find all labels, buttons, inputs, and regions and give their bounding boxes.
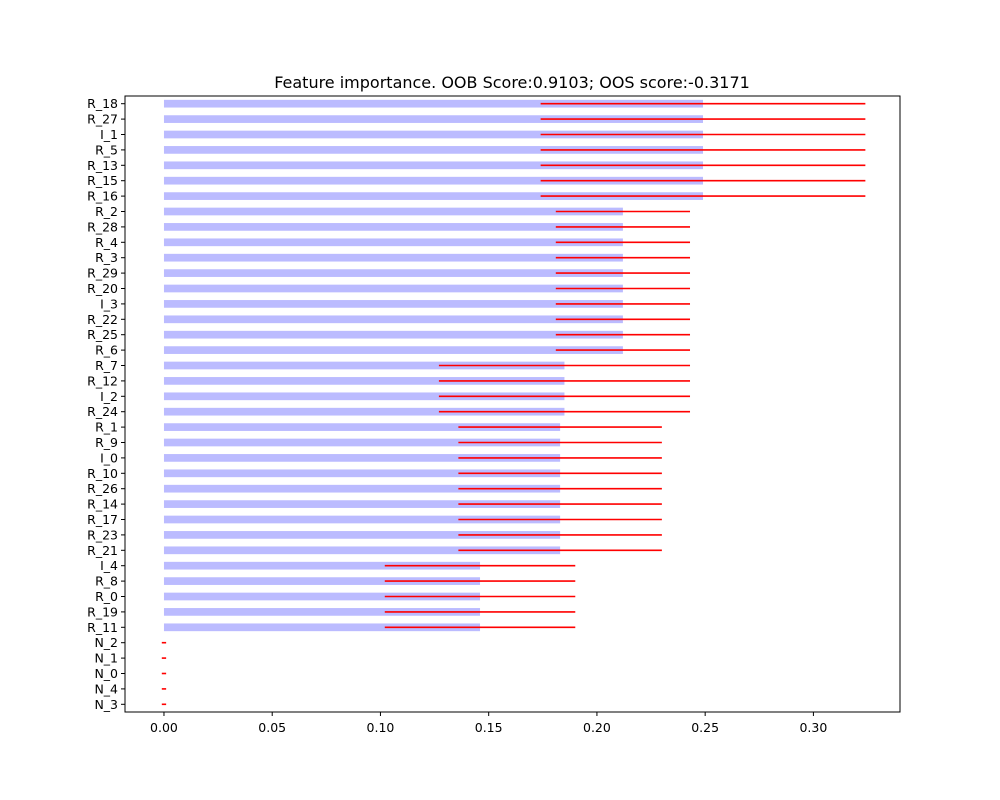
bar-R_12	[163, 377, 565, 385]
x-tick-label: 0.05	[258, 720, 286, 735]
x-tick-label: 0.10	[367, 720, 395, 735]
y-tick-label-N_4: N_4	[94, 681, 118, 696]
bar-I_1	[163, 130, 704, 139]
x-axis: 0.00 0.05 0.10 0.15 0.20 0.25 0.30	[150, 712, 827, 735]
y-tick-label-R_9: R_9	[95, 435, 118, 450]
y-tick-label-R_28: R_28	[87, 219, 118, 234]
chart-title: Feature importance. OOB Score:0.9103; OO…	[274, 73, 750, 92]
x-tick-label: 0.00	[150, 720, 178, 735]
y-tick-label-R_7: R_7	[95, 358, 118, 373]
y-tick-label-R_20: R_20	[87, 281, 118, 296]
bar-R_20	[163, 284, 623, 293]
bar-R_4	[163, 238, 623, 247]
bar-R_16	[163, 192, 704, 200]
y-tick-label-R_15: R_15	[87, 173, 118, 188]
bar-I_0	[163, 454, 561, 462]
bar-R_0	[163, 592, 481, 601]
y-tick-label-R_14: R_14	[87, 497, 118, 512]
y-tick-label-R_2: R_2	[95, 204, 118, 219]
bar-R_10	[163, 469, 561, 478]
bar-R_18	[163, 99, 704, 108]
bar-R_29	[163, 269, 623, 277]
bar-R_21	[163, 546, 561, 555]
x-tick-label: 0.15	[475, 720, 503, 735]
bar-R_7	[163, 361, 565, 370]
y-tick-label-R_13: R_13	[87, 158, 118, 173]
y-tick-label-R_1: R_1	[95, 420, 118, 435]
bar-R_22	[163, 315, 623, 324]
y-tick-label-R_11: R_11	[87, 620, 118, 635]
y-tick-label-N_3: N_3	[94, 697, 118, 712]
y-tick-label-N_2: N_2	[94, 635, 118, 650]
y-axis: R_18R_27I_1R_5R_13R_15R_16R_2R_28R_4R_3R…	[87, 96, 125, 712]
y-tick-label-I_1: I_1	[100, 127, 118, 142]
y-tick-label-R_21: R_21	[87, 543, 118, 558]
bar-R_1	[163, 423, 561, 431]
bar-R_17	[163, 515, 561, 524]
bar-R_26	[163, 484, 561, 493]
x-tick-label: 0.30	[799, 720, 827, 735]
bar-R_8	[163, 577, 481, 585]
x-tick-label: 0.20	[583, 720, 611, 735]
bar-I_2	[163, 392, 565, 401]
y-tick-label-R_10: R_10	[87, 466, 118, 481]
bar-R_13	[163, 161, 704, 170]
bar-R_28	[163, 223, 623, 231]
bar-R_25	[163, 330, 623, 339]
y-tick-label-R_5: R_5	[95, 142, 118, 157]
y-tick-label-R_18: R_18	[87, 96, 118, 111]
bar-R_19	[163, 608, 481, 616]
bar-R_15	[163, 176, 704, 185]
y-tick-label-R_12: R_12	[87, 373, 118, 388]
y-tick-label-I_0: I_0	[100, 450, 118, 465]
bar-R_27	[163, 115, 704, 123]
y-tick-label-R_6: R_6	[95, 343, 118, 358]
plot-area-frame	[124, 95, 901, 713]
y-tick-label-R_0: R_0	[95, 589, 118, 604]
y-tick-label-R_8: R_8	[95, 574, 118, 589]
y-tick-label-R_22: R_22	[87, 312, 118, 327]
bar-I_3	[163, 300, 623, 308]
bar-R_3	[163, 253, 623, 262]
y-tick-label-R_27: R_27	[87, 112, 118, 127]
y-tick-label-R_23: R_23	[87, 527, 118, 542]
bar-R_9	[163, 438, 561, 447]
y-tick-label-R_4: R_4	[95, 235, 118, 250]
y-tick-label-N_0: N_0	[94, 666, 118, 681]
x-tick-label: 0.25	[691, 720, 719, 735]
y-tick-label-R_3: R_3	[95, 250, 118, 265]
y-tick-label-I_4: I_4	[100, 558, 118, 573]
y-tick-label-R_24: R_24	[87, 404, 118, 419]
bar-R_24	[163, 407, 565, 416]
y-tick-label-I_2: I_2	[100, 389, 118, 404]
y-tick-label-N_1: N_1	[94, 651, 118, 666]
bar-R_23	[163, 531, 561, 539]
y-tick-label-R_25: R_25	[87, 327, 118, 342]
bar-R_14	[163, 500, 561, 508]
y-tick-label-R_16: R_16	[87, 189, 118, 204]
bar-R_11	[163, 623, 481, 632]
y-tick-label-I_3: I_3	[100, 296, 118, 311]
y-tick-label-R_29: R_29	[87, 266, 118, 281]
bars-layer	[163, 99, 704, 632]
y-tick-label-R_26: R_26	[87, 481, 118, 496]
error-bars-layer	[161, 102, 866, 706]
bar-R_2	[163, 207, 623, 216]
bar-I_4	[163, 561, 481, 570]
bar-R_5	[163, 146, 704, 154]
bar-R_6	[163, 346, 623, 354]
y-tick-label-R_19: R_19	[87, 604, 118, 619]
y-tick-label-R_17: R_17	[87, 512, 118, 527]
